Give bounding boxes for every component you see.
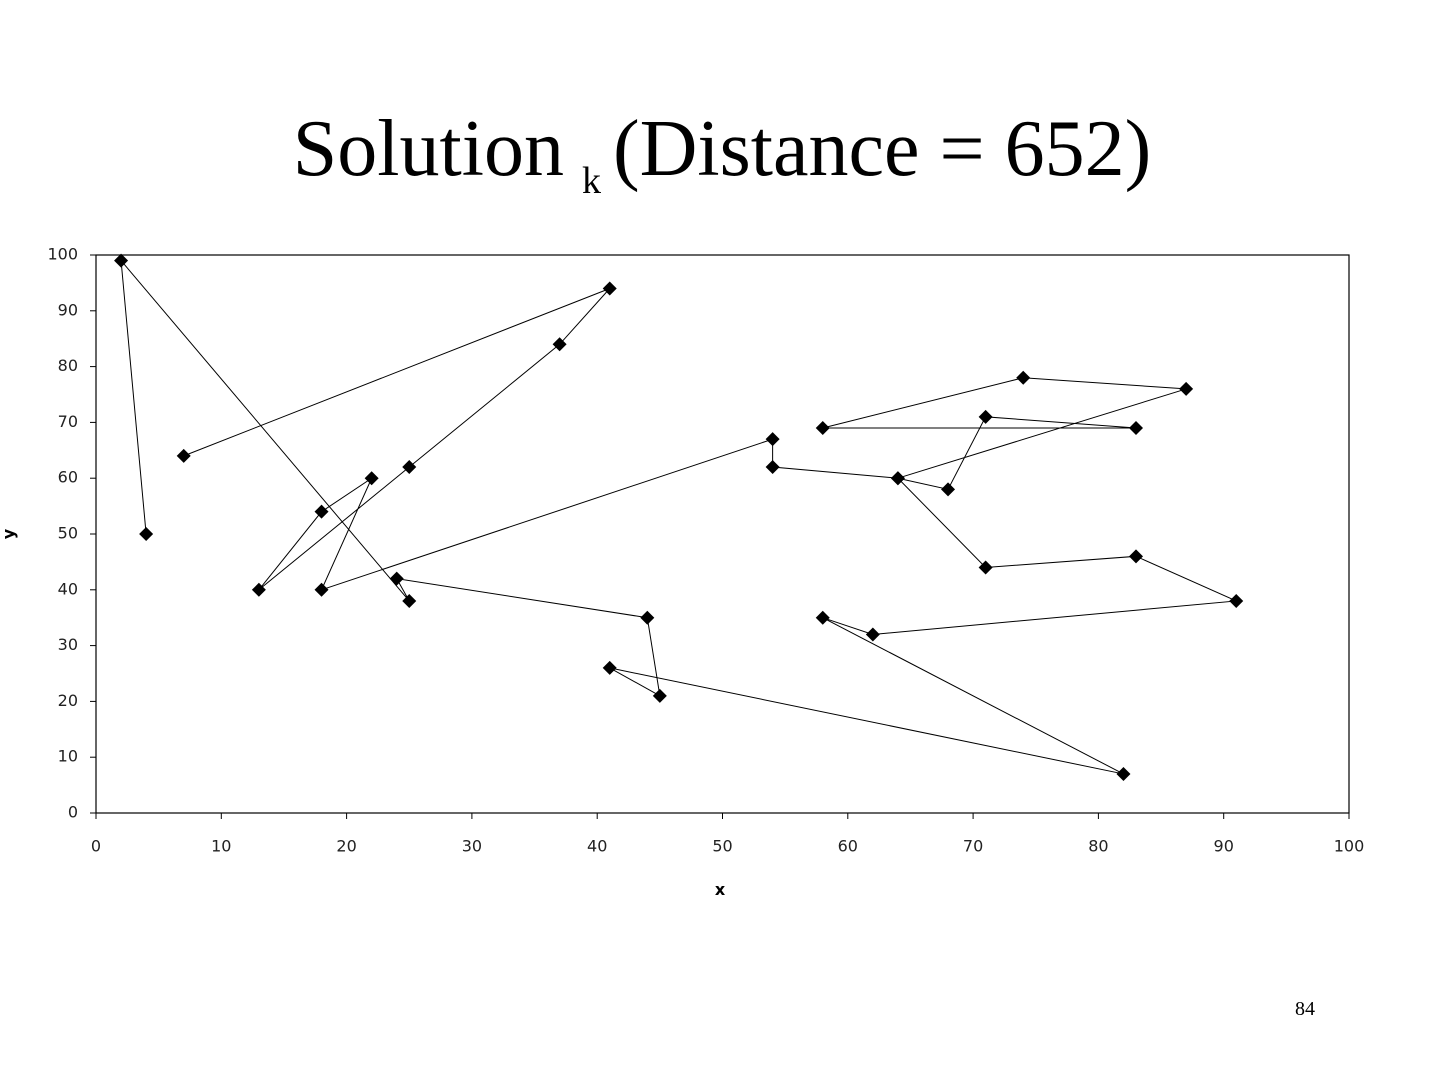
point-marker [652,688,667,703]
point-marker [314,582,329,597]
plot-area [95,254,1350,814]
point-marker [978,409,993,424]
title-rest: (Distance = 652) [613,105,1151,193]
y-tick-label: 30 [58,635,78,654]
point-marker [251,582,266,597]
point-marker [364,471,379,486]
y-tick-label: 80 [58,356,78,375]
point-marker [1116,766,1131,781]
point-marker [1229,593,1244,608]
point-marker [602,281,617,296]
point-marker [640,610,655,625]
point-marker [602,660,617,675]
point-marker [552,337,567,352]
x-tick-label: 100 [1334,837,1365,856]
point-marker [402,593,417,608]
y-tick-label: 10 [58,747,78,766]
y-axis-label: y [0,528,18,539]
x-tick-label: 50 [712,837,732,856]
x-axis-label: x [715,880,726,899]
y-tick-label: 0 [68,803,78,822]
x-tick-label: 40 [587,837,607,856]
point-marker [114,253,129,268]
y-tick-label: 60 [58,468,78,487]
point-marker [865,627,880,642]
page-number: 84 [1295,998,1315,1020]
point-marker [765,460,780,475]
point-marker [1179,381,1194,396]
y-tick-label: 90 [58,300,78,319]
x-tick-label: 60 [838,837,858,856]
x-tick-label: 90 [1214,837,1234,856]
y-tick-label: 100 [47,245,78,264]
point-marker [815,610,830,625]
x-tick-label: 70 [963,837,983,856]
x-tick-label: 0 [91,837,101,856]
y-tick-label: 50 [58,524,78,543]
point-marker [139,527,154,541]
x-tick-label: 20 [336,837,356,856]
y-tick-label: 20 [58,691,78,710]
tour-line [120,259,1239,775]
title-subscript: k [582,160,601,202]
point-marker [314,504,329,519]
title-main: Solution [293,105,564,193]
point-marker [402,460,417,475]
x-tick-label: 10 [211,837,231,856]
point-marker [890,471,905,486]
slide-title: Solution k (Distance = 652) [293,105,1151,202]
point-marker [1128,420,1143,435]
point-marker [176,448,191,463]
point-marker [765,432,780,447]
point-marker [1128,549,1143,564]
point-marker [978,560,993,575]
x-tick-label: 80 [1088,837,1108,856]
y-tick-label: 70 [58,412,78,431]
point-marker [389,571,404,586]
point-marker [1016,370,1031,385]
point-marker [941,482,956,497]
x-tick-label: 30 [462,837,482,856]
point-marker [815,420,830,435]
y-tick-label: 40 [58,579,78,598]
